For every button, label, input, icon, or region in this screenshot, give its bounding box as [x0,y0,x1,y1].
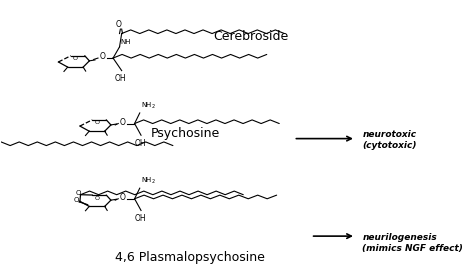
Text: 4,6 Plasmalopsychosine: 4,6 Plasmalopsychosine [115,251,265,264]
Text: O: O [115,20,121,29]
Text: O: O [119,193,126,202]
Text: O: O [100,52,105,61]
Text: NH$_2$: NH$_2$ [141,176,156,186]
Text: O: O [94,120,100,125]
Text: O: O [119,118,126,127]
Text: O: O [73,56,78,61]
Text: neurotoxic
(cytotoxic): neurotoxic (cytotoxic) [362,130,417,150]
Text: NH$_2$: NH$_2$ [141,101,156,111]
Text: NH: NH [120,39,131,45]
Text: O: O [94,196,100,200]
Text: OH: OH [115,74,126,83]
Text: OH: OH [134,139,146,148]
Text: Psychosine: Psychosine [151,127,220,141]
Text: neurilogenesis
(mimics NGF effect): neurilogenesis (mimics NGF effect) [362,234,463,253]
Text: O: O [74,197,80,203]
Text: O: O [76,190,81,196]
Text: OH: OH [134,214,146,223]
Text: Cerebroside: Cerebroside [213,30,288,43]
